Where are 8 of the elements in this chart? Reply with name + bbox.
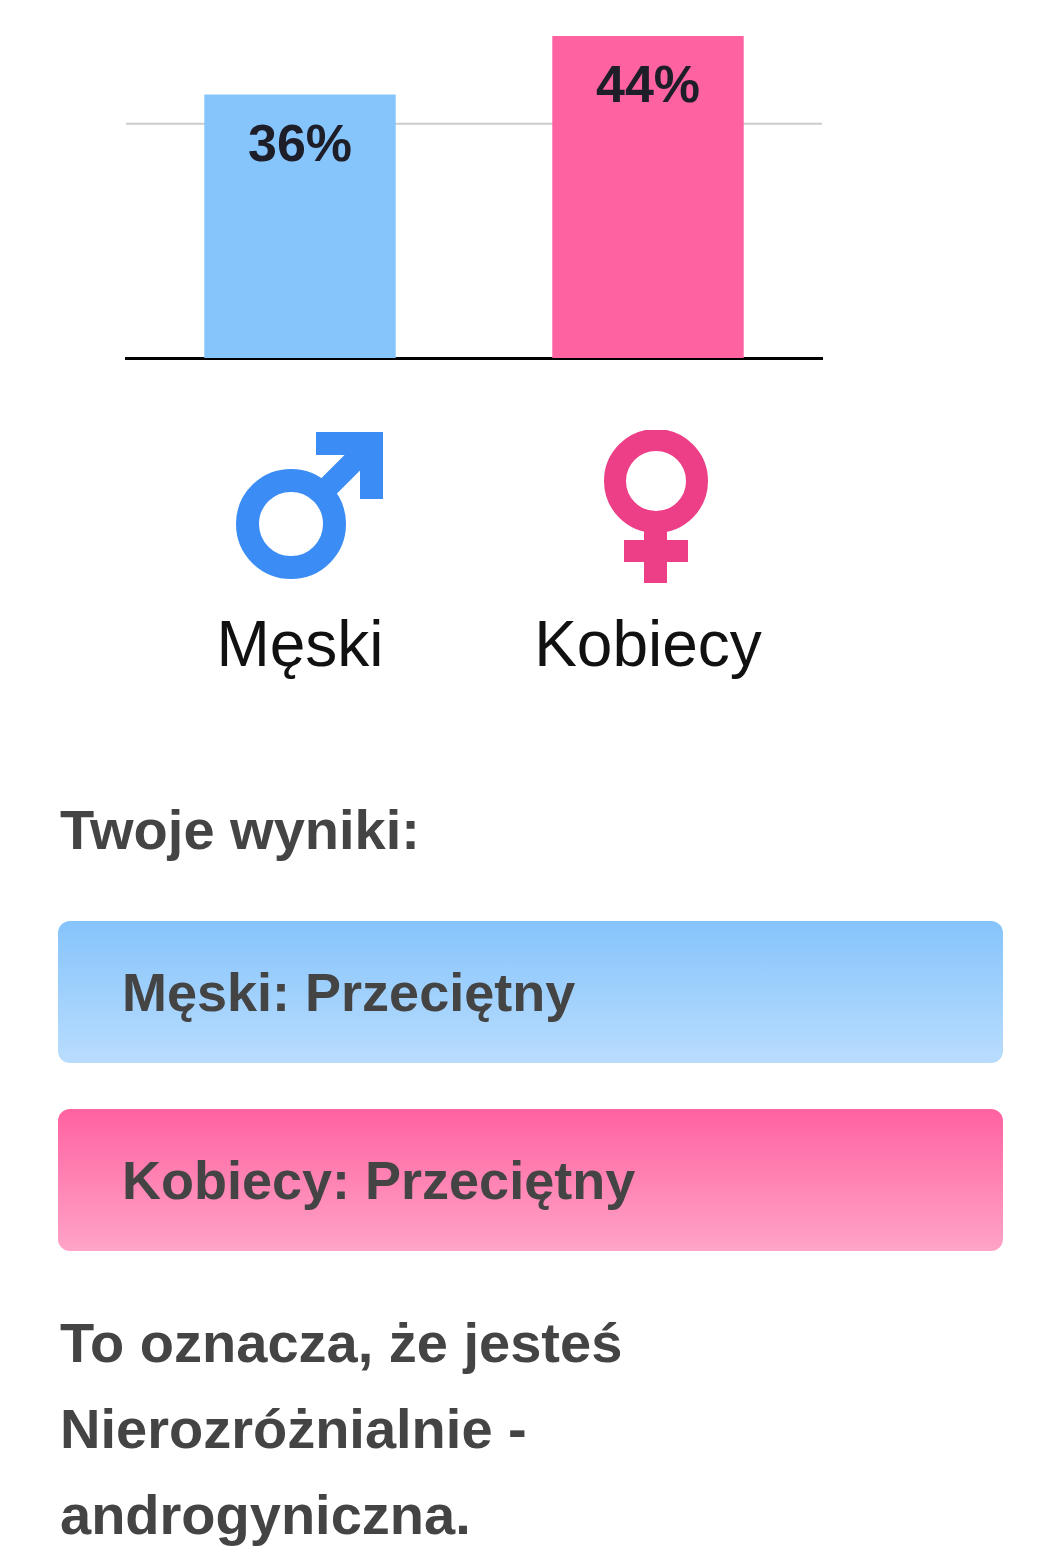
text: Męski: Przeciętny <box>122 961 576 1024</box>
x-tick-label: Kobiecy <box>534 608 762 681</box>
x-tick-label: Męski <box>216 608 384 681</box>
text: To oznacza, że jesteś Nierozróżnialnie - androgyniczna. <box>60 1310 624 1548</box>
data-label: 44% <box>595 55 701 113</box>
text: Twoje wyniki: <box>60 798 420 862</box>
data-label: 36% <box>247 113 353 172</box>
text: Kobiecy: Przeciętny <box>122 1149 636 1212</box>
